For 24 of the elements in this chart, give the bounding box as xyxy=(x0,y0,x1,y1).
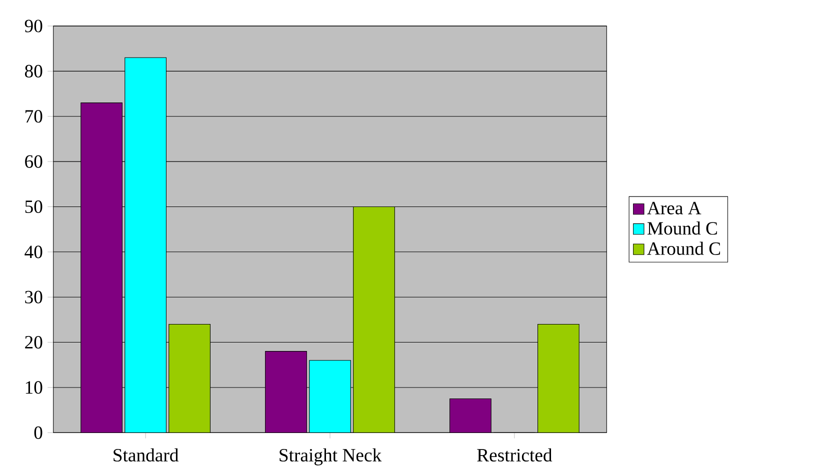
bar xyxy=(80,102,122,433)
bar xyxy=(450,398,492,433)
y-tick-label: 10 xyxy=(26,381,42,394)
legend-label: Mound C xyxy=(647,222,717,235)
bar xyxy=(309,360,351,433)
y-tick-label: 90 xyxy=(24,20,42,32)
x-tick-label: Standard xyxy=(114,448,179,462)
legend-label: Around C xyxy=(647,242,720,255)
y-tick-label: 50 xyxy=(25,200,42,214)
bar xyxy=(265,351,307,433)
x-tick-label: Straight Neck xyxy=(280,448,382,466)
legend-label: Area A xyxy=(647,202,702,214)
y-tick-label: 40 xyxy=(24,246,42,258)
bar xyxy=(124,57,166,433)
y-tick-label: 20 xyxy=(25,336,42,349)
bar xyxy=(538,324,580,433)
y-tick-label: 60 xyxy=(25,155,42,168)
y-tick-label: 0 xyxy=(34,426,42,439)
y-tick-label: 80 xyxy=(24,64,42,78)
bar xyxy=(168,324,210,433)
y-tick-label: 30 xyxy=(25,290,42,304)
y-tick-label: 70 xyxy=(26,110,42,123)
bar xyxy=(353,206,395,433)
x-tick-label: Restricted xyxy=(477,448,552,462)
